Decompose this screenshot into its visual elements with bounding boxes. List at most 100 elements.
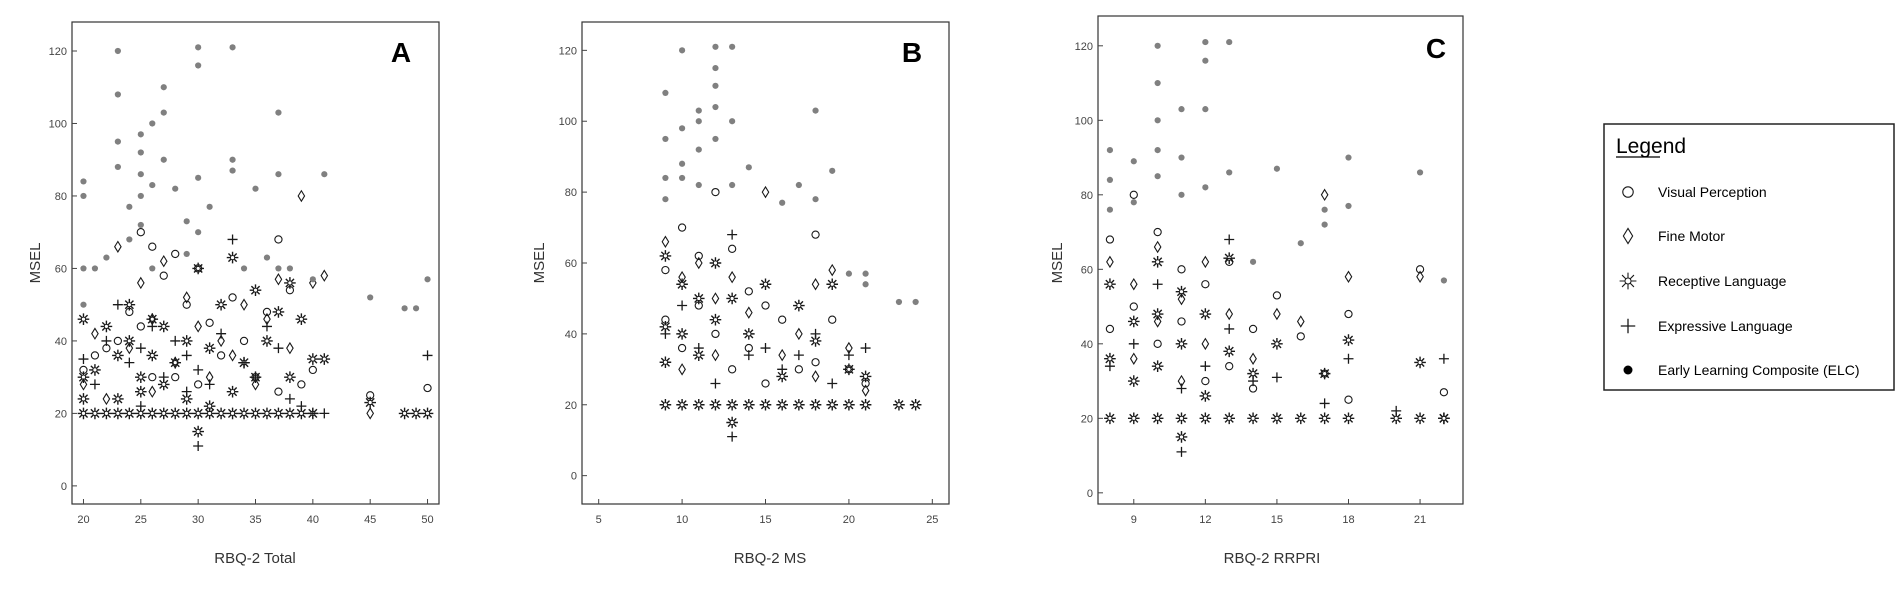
data-point bbox=[1439, 388, 1449, 397]
data-point bbox=[240, 298, 248, 311]
data-point bbox=[1201, 337, 1210, 351]
data-point bbox=[1272, 291, 1282, 300]
data-point bbox=[1248, 376, 1259, 387]
data-point bbox=[743, 328, 755, 340]
data-point bbox=[692, 292, 705, 305]
data-point bbox=[101, 335, 112, 346]
y-tick-label: 120 bbox=[49, 46, 67, 58]
data-point bbox=[137, 221, 144, 229]
data-point bbox=[157, 320, 170, 333]
series-receptive-language bbox=[77, 251, 376, 438]
data-point bbox=[239, 357, 250, 368]
data-point bbox=[809, 398, 822, 411]
data-point bbox=[1342, 412, 1355, 425]
data-point bbox=[366, 407, 375, 420]
data-point bbox=[1321, 206, 1328, 213]
legend-entry-receptive-language: Receptive Language bbox=[1619, 272, 1787, 290]
data-point bbox=[727, 365, 737, 374]
data-point bbox=[795, 327, 803, 341]
data-point bbox=[1154, 79, 1161, 87]
data-point bbox=[711, 292, 720, 305]
data-point bbox=[194, 380, 203, 389]
data-point bbox=[727, 244, 737, 253]
data-point bbox=[77, 371, 90, 383]
data-point bbox=[676, 398, 688, 411]
data-point bbox=[123, 335, 136, 347]
data-point bbox=[160, 84, 167, 91]
data-point bbox=[135, 385, 147, 398]
data-point bbox=[112, 349, 124, 362]
circle-marker-icon bbox=[1622, 186, 1634, 198]
data-point bbox=[678, 160, 686, 167]
data-point bbox=[711, 187, 720, 197]
data-point bbox=[217, 334, 225, 348]
data-point bbox=[80, 178, 87, 185]
series-receptive-language bbox=[659, 250, 872, 429]
data-point bbox=[274, 273, 283, 286]
data-point bbox=[364, 396, 376, 409]
data-point bbox=[146, 349, 159, 362]
series-fine-motor bbox=[661, 185, 870, 397]
data-point bbox=[709, 257, 722, 269]
data-point bbox=[169, 407, 182, 420]
series-early-learning-composite-elc bbox=[662, 43, 919, 306]
data-point bbox=[826, 278, 839, 291]
data-point bbox=[1414, 412, 1426, 425]
data-point bbox=[793, 299, 805, 312]
data-point bbox=[135, 407, 147, 420]
data-point bbox=[744, 287, 753, 296]
data-point bbox=[1296, 332, 1305, 341]
data-point bbox=[286, 341, 294, 355]
axis-ticks: 0 20 40 60 80 100 120 9 12 15 18 21 bbox=[1075, 41, 1427, 526]
y-tick-label: 20 bbox=[565, 400, 577, 412]
data-point bbox=[136, 322, 145, 331]
x-tick-label: 12 bbox=[1199, 514, 1211, 526]
data-point bbox=[812, 196, 819, 203]
data-point bbox=[795, 181, 802, 189]
data-point bbox=[272, 306, 285, 318]
sun-marker-icon bbox=[1619, 272, 1637, 290]
data-point bbox=[1154, 42, 1161, 49]
data-point bbox=[727, 229, 738, 240]
data-point bbox=[261, 407, 273, 420]
data-point bbox=[147, 321, 158, 332]
data-point bbox=[726, 416, 738, 429]
data-point bbox=[77, 393, 90, 405]
data-point bbox=[726, 292, 738, 305]
data-point bbox=[297, 189, 306, 203]
data-point bbox=[695, 118, 702, 125]
data-point bbox=[1201, 376, 1210, 386]
legend-box bbox=[1603, 123, 1895, 391]
data-point bbox=[1153, 339, 1162, 348]
data-point bbox=[1178, 106, 1185, 113]
data-point bbox=[1224, 323, 1235, 334]
data-point bbox=[712, 82, 719, 89]
data-point bbox=[398, 407, 411, 420]
data-point bbox=[412, 305, 420, 312]
data-point bbox=[124, 357, 135, 368]
data-point bbox=[295, 313, 308, 325]
data-point bbox=[148, 373, 157, 382]
data-point bbox=[726, 398, 738, 411]
data-point bbox=[729, 118, 736, 125]
data-point bbox=[424, 276, 431, 283]
data-point bbox=[136, 228, 145, 237]
data-point bbox=[1271, 372, 1282, 383]
data-point bbox=[123, 407, 136, 420]
data-point bbox=[1151, 412, 1164, 425]
data-point bbox=[1154, 117, 1161, 124]
data-point bbox=[793, 398, 805, 411]
data-points bbox=[659, 43, 922, 442]
data-point bbox=[229, 44, 236, 51]
x-tick-label: 15 bbox=[1271, 514, 1283, 526]
x-tick-label: 9 bbox=[1131, 514, 1137, 526]
data-point bbox=[659, 356, 672, 369]
x-tick-label: 35 bbox=[249, 514, 261, 526]
data-point bbox=[183, 218, 190, 225]
data-point bbox=[1176, 383, 1187, 394]
data-point bbox=[1223, 252, 1236, 264]
data-point bbox=[1414, 356, 1426, 369]
data-point bbox=[1106, 206, 1114, 213]
data-point bbox=[1106, 176, 1114, 184]
data-point bbox=[1200, 361, 1211, 372]
